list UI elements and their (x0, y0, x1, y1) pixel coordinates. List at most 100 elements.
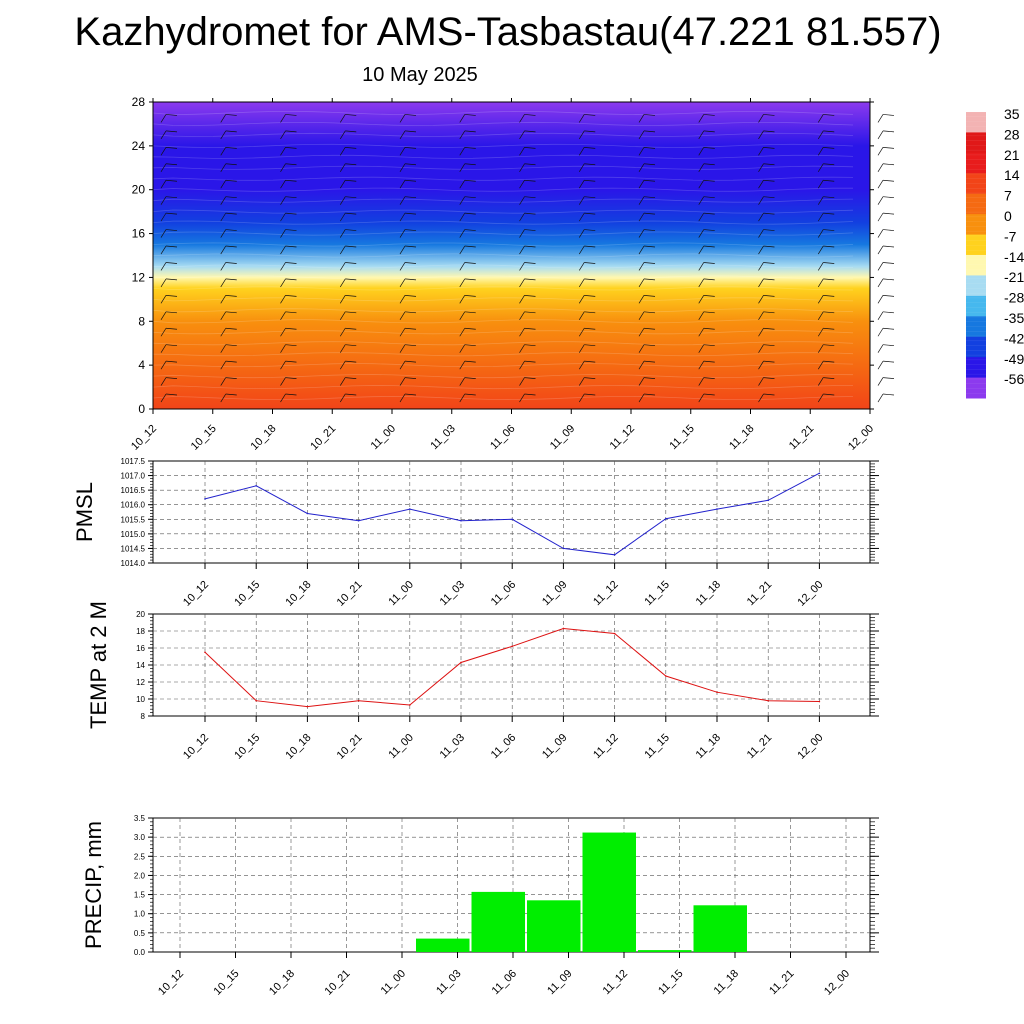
wind-barb-flag (882, 393, 895, 396)
wind-barb (638, 311, 645, 320)
contour-line (152, 198, 854, 203)
wind-barb-flag (285, 163, 297, 166)
wind-barb-flag (464, 360, 476, 363)
data-point (357, 519, 360, 522)
wind-barb (578, 180, 585, 189)
x-tick-label: 11_09 (548, 423, 578, 453)
wind-barb (160, 360, 167, 370)
precip-panel: 0.0 0.5 1.0 1.5 2.0 2.5 3.0 3.5 10_12 10_15 10_18 1… (81, 814, 879, 998)
x-tick-label: 11_21 (767, 968, 797, 998)
wind-barb (399, 130, 406, 140)
wind-barb-flag (225, 311, 237, 314)
wind-barb-flag (643, 245, 656, 248)
wind-barb (519, 393, 525, 403)
wind-barb (399, 311, 406, 320)
colorbar-swatch (966, 173, 986, 195)
wind-barb (459, 295, 466, 304)
x-tick-label: 10_21 (308, 423, 338, 453)
wind-barb-flag (345, 360, 357, 363)
wind-barb-flag (643, 311, 656, 314)
wind-barb (758, 114, 764, 123)
wind-barb-flag (763, 114, 775, 116)
wind-barb (280, 377, 286, 386)
contour-line (152, 220, 854, 225)
colorbar-swatch (966, 377, 986, 399)
wind-barb-flag (882, 344, 895, 347)
wind-barb-flag (464, 179, 476, 182)
contour-line (152, 176, 854, 181)
data-point (562, 547, 565, 550)
wind-barb (220, 278, 227, 288)
wind-barb-flag (584, 311, 596, 314)
wind-barb-flag (584, 196, 596, 199)
wind-barb-flag (524, 163, 536, 166)
wind-barb-flag (285, 262, 297, 264)
wind-barb (758, 212, 764, 222)
x-tick-label: 11_18 (727, 423, 757, 453)
colorbar-label: -42 (1004, 330, 1024, 346)
wind-barb (877, 114, 884, 123)
data-point (562, 627, 565, 630)
y-tick-label: 16 (132, 227, 146, 241)
x-tick-label: 11_21 (745, 579, 775, 609)
wind-barb-flag (225, 278, 237, 281)
wind-barb-flag (584, 163, 596, 166)
wind-barb (817, 229, 824, 238)
wind-barb (817, 180, 824, 189)
data-point (511, 518, 513, 521)
wind-barb (399, 295, 406, 304)
x-tick-label: 12_00 (795, 732, 825, 762)
wind-barb-flag (584, 146, 596, 149)
wind-barb (160, 229, 167, 238)
wind-barb-flag (763, 229, 775, 231)
wind-barb (698, 212, 705, 222)
wind-barb-flag (285, 179, 297, 182)
wind-barb (339, 393, 346, 403)
wind-barb (817, 114, 824, 123)
wind-barb-flag (823, 344, 835, 347)
wind-barb (519, 295, 525, 304)
wind-barb-flag (882, 311, 895, 314)
wind-barb-flag (643, 114, 656, 116)
wind-barb (519, 229, 525, 238)
wind-barb (220, 180, 227, 189)
wind-barb-flag (285, 393, 297, 396)
wind-barb (160, 328, 167, 337)
wind-barb-flag (524, 179, 536, 182)
wind-barb-flag (285, 146, 297, 149)
wind-barb-flag (703, 295, 715, 297)
wind-barb (638, 229, 645, 238)
wind-barb-flag (165, 179, 178, 182)
wind-barb-flag (285, 327, 297, 330)
y-tick-label: 2.5 (134, 852, 146, 861)
wind-barb (877, 377, 884, 386)
contour-line (152, 275, 854, 280)
x-tick-label: 11_15 (667, 423, 697, 453)
x-tick-label: 10_15 (189, 423, 219, 453)
wind-barb-flag (584, 245, 596, 248)
wind-barb-flag (823, 130, 835, 133)
wind-barb (817, 262, 824, 271)
contour-line (152, 143, 854, 148)
y-tick-label: 16 (136, 644, 145, 653)
x-tick-label: 11_12 (591, 579, 621, 609)
wind-barb (220, 147, 227, 156)
bar (638, 950, 692, 952)
wind-barb (399, 147, 406, 156)
x-tick-label: 11_06 (489, 732, 519, 762)
contour-line (152, 330, 854, 335)
wind-barb-flag (823, 278, 835, 281)
wind-barb-flag (285, 377, 297, 379)
y-tick-label: 0.0 (134, 948, 146, 957)
wind-barb-flag (464, 130, 476, 133)
x-tick-label: 11_03 (438, 732, 468, 762)
wind-barb (578, 360, 585, 370)
wind-barb-flag (823, 245, 835, 248)
wind-barb-flag (823, 179, 835, 182)
wind-barb (280, 130, 286, 140)
wind-barb (399, 163, 406, 172)
wind-barb (578, 393, 585, 403)
wind-barb-flag (345, 311, 357, 314)
wind-barb (459, 377, 466, 386)
heatmap-field (153, 102, 870, 409)
